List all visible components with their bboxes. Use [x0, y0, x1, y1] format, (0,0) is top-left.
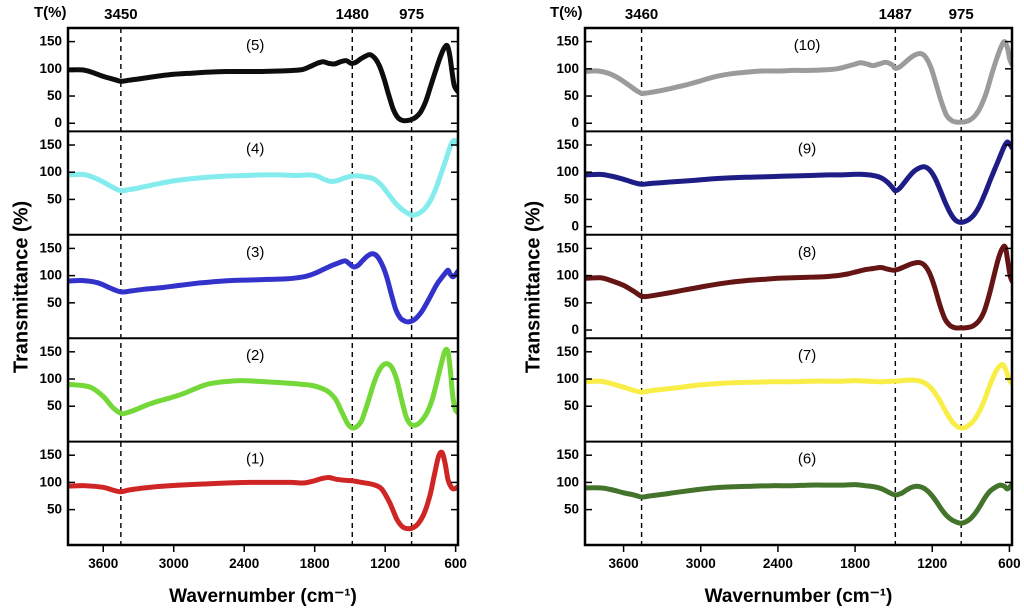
- x-tick-label: 3000: [686, 556, 716, 571]
- x-tick-label: 3600: [609, 556, 639, 571]
- y-tick-label: 50: [47, 502, 62, 517]
- plot-frame: [66, 26, 460, 547]
- subplot-(1): [69, 449, 457, 532]
- y-tick-label: 50: [47, 191, 62, 206]
- x-tick-label: 600: [998, 556, 1021, 571]
- x-tick-label: 3600: [88, 556, 118, 571]
- subplot-(9): [586, 139, 1011, 225]
- y-tick-label: 100: [556, 164, 579, 179]
- x-tick-label: 1800: [840, 556, 870, 571]
- y-tick-label: 150: [556, 447, 579, 462]
- panel-right: Transmittance (%) T(%) 3460 1487 975 (10) 15…: [520, 0, 1024, 615]
- x-tick-label: 1800: [300, 556, 330, 571]
- dashed-marker-label: 3450: [104, 6, 137, 23]
- y-tick-label: 100: [39, 371, 62, 386]
- subplot-(8): [586, 243, 1011, 331]
- dashed-marker-label: 1480: [336, 6, 369, 23]
- y-tick-label: 150: [39, 137, 62, 152]
- x-tick-label: 600: [444, 556, 467, 571]
- y-tick-label: 100: [39, 61, 62, 76]
- spectrum-curve-(2): [69, 346, 457, 431]
- x-tick-label: 3000: [159, 556, 189, 571]
- curve-label: (4): [246, 140, 264, 157]
- curve-label: (6): [798, 451, 816, 468]
- y-tick-label: 150: [556, 240, 579, 255]
- y-tick-label: 0: [54, 115, 62, 130]
- dashed-marker-label: 1487: [879, 6, 912, 23]
- y-tick-label: 150: [39, 447, 62, 462]
- dashed-marker-label: 3460: [625, 6, 658, 23]
- y-tick-label: 150: [39, 34, 62, 49]
- curve-label: (9): [798, 140, 816, 157]
- left-corner-label: T(%): [34, 4, 67, 21]
- curve-label: (3): [246, 244, 264, 261]
- y-tick-label: 100: [556, 268, 579, 283]
- left-plot-canvas: 3450 1480 975 (5) 150 100 50 0 (4) 150 100 50 (3) 150…: [39, 6, 467, 571]
- spectrum-curve-(5): [69, 42, 457, 124]
- y-tick-label: 100: [556, 474, 579, 489]
- y-tick-label: 100: [39, 474, 62, 489]
- y-tick-label: 50: [47, 88, 62, 103]
- spectrum-curve-(4): [69, 137, 457, 218]
- y-tick-label: 150: [556, 34, 579, 49]
- y-tick-label: 150: [39, 344, 62, 359]
- y-tick-label: 150: [556, 137, 579, 152]
- x-tick-label: 2400: [763, 556, 793, 571]
- right-plot-canvas: 3460 1487 975 (10) 150 100 50 0 (9) 150 100 50 0 (8) 1…: [556, 6, 1021, 571]
- y-tick-label: 50: [564, 295, 579, 310]
- spectrum-curve-(1): [69, 449, 457, 532]
- y-tick-label: 50: [564, 88, 579, 103]
- subplot-(10): [586, 39, 1011, 125]
- left-x-axis-title: Wavernumber (cm⁻¹): [169, 586, 357, 607]
- spectrum-curve-(6): [586, 482, 1011, 526]
- y-tick-label: 0: [571, 115, 579, 130]
- spectrum-curve-(10): [586, 39, 1011, 125]
- spectrum-curve-(7): [586, 362, 1011, 431]
- curve-label: (2): [246, 347, 264, 364]
- subplot-(3): [69, 251, 457, 325]
- subplot-(2): [69, 346, 457, 431]
- dashed-marker-label: 975: [949, 6, 974, 23]
- subplot-(6): [586, 482, 1011, 526]
- y-tick-label: 50: [47, 398, 62, 413]
- y-tick-label: 150: [556, 344, 579, 359]
- curve-label: (10): [794, 37, 821, 54]
- right-x-axis-title: Wavernumber (cm⁻¹): [704, 586, 893, 607]
- dashed-marker-label: 975: [399, 6, 424, 23]
- plot-frame: [583, 26, 1014, 547]
- x-tick-label: 1200: [370, 556, 400, 571]
- y-tick-label: 50: [47, 295, 62, 310]
- y-tick-label: 50: [564, 502, 579, 517]
- curve-label: (5): [246, 37, 264, 54]
- spectrum-curve-(9): [586, 139, 1011, 225]
- subplot-(7): [586, 362, 1011, 431]
- curve-label: (1): [246, 451, 264, 468]
- y-tick-label: 100: [39, 268, 62, 283]
- x-tick-label: 1200: [917, 556, 947, 571]
- y-tick-label: 100: [39, 164, 62, 179]
- y-tick-label: 50: [564, 191, 579, 206]
- spectrum-curve-(3): [69, 251, 457, 325]
- panel-left: Transmittance (%) T(%) 3450 1480 975 (5) 150…: [0, 0, 480, 615]
- curve-label: (8): [798, 244, 816, 261]
- subplot-(4): [69, 137, 457, 218]
- right-corner-label: T(%): [550, 4, 583, 21]
- y-tick-label: 100: [556, 61, 579, 76]
- y-tick-label: 0: [571, 219, 579, 234]
- y-tick-label: 100: [556, 371, 579, 386]
- x-tick-label: 2400: [229, 556, 259, 571]
- spectrum-curve-(8): [586, 243, 1011, 331]
- y-tick-label: 150: [39, 240, 62, 255]
- curve-label: (7): [798, 347, 816, 364]
- y-tick-label: 0: [571, 322, 579, 337]
- y-tick-label: 50: [564, 398, 579, 413]
- subplot-(5): [69, 42, 457, 124]
